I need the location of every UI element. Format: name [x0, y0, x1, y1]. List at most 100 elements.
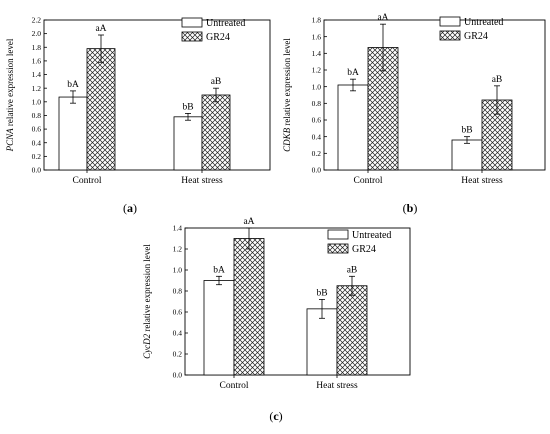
y-tick-label: 1.6: [312, 32, 322, 41]
legend-swatch-untreated: [327, 229, 349, 240]
panel-letter: a: [127, 201, 133, 215]
y-tick-label: 0.8: [312, 99, 322, 108]
plot-frame: [323, 19, 546, 171]
panel-paren-open: (: [123, 201, 127, 215]
y-tick-label: 1.4: [173, 224, 183, 233]
legend: Untreated GR24: [439, 16, 503, 42]
legend: Untreated GR24: [327, 229, 391, 255]
y-axis-label: CDKB relative expression level: [282, 38, 292, 152]
bar-untreated: [337, 84, 369, 171]
y-tick-label: 1.0: [312, 82, 322, 91]
panel-letter: b: [407, 201, 414, 215]
panel-paren-close: ): [133, 201, 137, 215]
legend-label-gr24: GR24: [352, 244, 376, 255]
panel-label: (a): [123, 201, 137, 215]
y-tick-label: 0.4: [32, 138, 42, 147]
legend: Untreated GR24: [181, 17, 245, 43]
y-tick-label: 0.8: [32, 111, 42, 120]
y-tick-label: 1.6: [32, 57, 42, 66]
panel-paren-close: ): [413, 201, 417, 215]
legend-label-gr24: GR24: [464, 31, 488, 42]
legend-swatch-gr24: [181, 31, 203, 42]
significance-label: aA: [95, 24, 106, 34]
significance-label: bA: [67, 80, 79, 90]
legend-label-gr24: GR24: [206, 32, 230, 43]
y-axis-gene-name: PCNA: [5, 128, 15, 153]
y-tick-label: 0.0: [173, 371, 183, 380]
legend-swatch-gr24: [439, 30, 461, 41]
bar-gr24: [201, 94, 231, 171]
y-axis-label: PCNA relative expression level: [5, 38, 15, 152]
y-tick-label: 1.2: [173, 245, 183, 254]
bar-gr24: [86, 48, 116, 171]
x-tick-label: Heat stress: [461, 176, 503, 186]
x-tick-label: Control: [72, 176, 101, 186]
panel-letter: c: [273, 409, 279, 423]
y-tick-label: 0.4: [173, 329, 183, 338]
panel-paren-close: ): [279, 409, 283, 423]
y-axis-gene-name: CDKB: [282, 127, 292, 152]
bar-gr24: [336, 285, 368, 376]
y-axis-gene-name: CycD2: [142, 333, 152, 358]
y-tick-label: 0.6: [32, 125, 42, 134]
y-tick-label: 1.2: [32, 84, 42, 93]
significance-label: aB: [347, 265, 358, 275]
legend-label-untreated: Untreated: [352, 230, 391, 241]
chart-panel-c: 0.0 0.2 0.4 0.6 0.8 1.0 1.2 1.4 Control Heat stre…: [142, 217, 411, 423]
y-axis-label-text: relative expression level: [282, 38, 292, 128]
plot-frame: [184, 227, 411, 376]
significance-label: bA: [213, 265, 225, 275]
panel-paren-open: (: [269, 409, 273, 423]
y-tick-label: 0.6: [312, 116, 322, 125]
significance-label: aB: [492, 75, 503, 85]
plot-frame: [43, 19, 271, 171]
y-tick-label: 1.4: [32, 70, 42, 79]
y-tick-label: 2.2: [32, 16, 42, 25]
chart-panel-a: 0.0 0.2 0.4 0.6 0.8 1.0 1.2 1.4 1.6 1.8 2.0 2.2 Cont…: [5, 16, 271, 215]
significance-label: aB: [211, 77, 222, 87]
bar-untreated: [306, 308, 338, 376]
x-tick-label: Control: [353, 176, 382, 186]
y-axis-label-text: relative expression level: [5, 38, 15, 128]
y-tick-label: 1.0: [32, 97, 42, 106]
x-tick-label: Heat stress: [181, 176, 223, 186]
panel-label: (b): [403, 201, 418, 215]
y-tick-label: 0.8: [173, 287, 183, 296]
legend-label-untreated: Untreated: [206, 18, 245, 29]
bar-untreated: [203, 280, 235, 376]
y-tick-label: 1.8: [32, 43, 42, 52]
legend-label-untreated: Untreated: [464, 17, 503, 28]
significance-label: aA: [243, 217, 254, 227]
significance-label: bB: [182, 102, 193, 112]
y-tick-label: 0.2: [173, 350, 183, 359]
bar-untreated: [58, 96, 88, 171]
y-tick-label: 0.2: [32, 152, 42, 161]
chart-panel-b: 0.0 0.2 0.4 0.6 0.8 1.0 1.2 1.4 1.6 1.8 Control Hea…: [282, 13, 546, 215]
panel-label: (c): [269, 409, 282, 423]
y-tick-label: 0.6: [173, 308, 183, 317]
bar-untreated: [451, 139, 483, 171]
legend-swatch-untreated: [181, 17, 203, 28]
y-tick-label: 1.2: [312, 66, 322, 75]
significance-label: bB: [316, 288, 327, 298]
bar-gr24: [233, 238, 265, 376]
y-tick-label: 1.0: [173, 266, 183, 275]
significance-label: bA: [347, 68, 359, 78]
y-tick-label: 1.8: [312, 16, 322, 25]
significance-label: aA: [377, 13, 388, 23]
y-tick-label: 0.2: [312, 149, 322, 158]
y-tick-label: 0.0: [312, 166, 322, 175]
panel-paren-open: (: [403, 201, 407, 215]
legend-swatch-untreated: [439, 16, 461, 27]
y-tick-label: 2.0: [32, 29, 42, 38]
bar-untreated: [173, 116, 203, 171]
significance-label: bB: [461, 126, 472, 136]
y-tick-label: 1.4: [312, 49, 322, 58]
legend-swatch-gr24: [327, 243, 349, 254]
y-axis-label-text: relative expression level: [142, 244, 152, 334]
y-tick-label: 0.4: [312, 132, 322, 141]
x-tick-label: Control: [219, 381, 248, 391]
x-tick-label: Heat stress: [316, 381, 358, 391]
y-axis-label: CycD2 relative expression level: [142, 244, 152, 359]
y-tick-label: 0.0: [32, 166, 42, 175]
